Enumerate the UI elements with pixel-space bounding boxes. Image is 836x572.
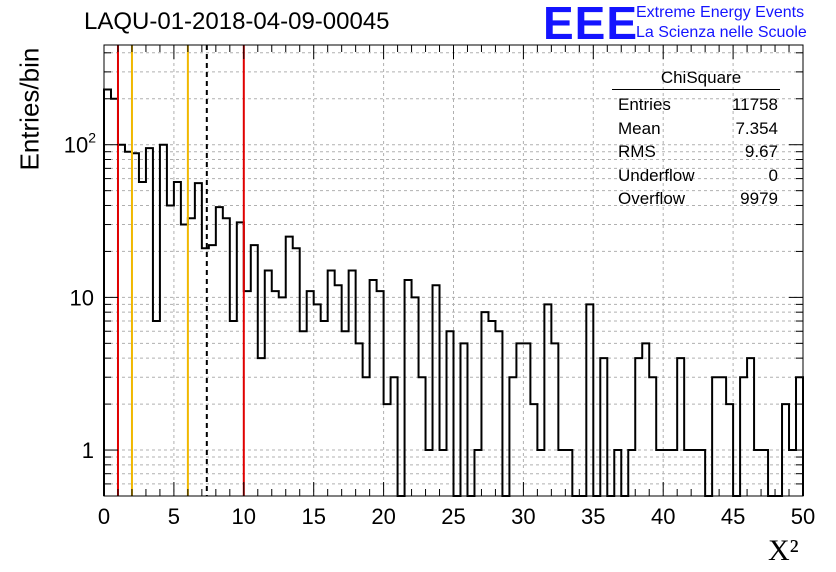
histogram-bin xyxy=(740,377,747,496)
x-tick-label: 50 xyxy=(791,504,815,529)
histogram-bin xyxy=(342,331,349,496)
histogram-bin xyxy=(146,148,153,496)
stats-label: Overflow xyxy=(618,189,686,208)
histogram-bin xyxy=(356,343,363,496)
histogram-bin xyxy=(516,343,523,496)
histogram-bin xyxy=(544,304,551,496)
y-tick-label: 1 xyxy=(82,438,94,463)
histogram-bin xyxy=(642,343,649,496)
grid xyxy=(104,45,803,497)
histogram-bin xyxy=(747,358,754,496)
stats-row-overflow: Overflow 9979 xyxy=(612,187,780,211)
histogram-bin xyxy=(523,343,530,496)
x-axis-label: X² xyxy=(768,534,799,567)
histogram-bin xyxy=(132,153,139,496)
histogram-bin xyxy=(104,89,111,496)
chart-title: LAQU-01-2018-04-09-00045 xyxy=(84,8,390,35)
axis-ticks xyxy=(103,45,804,497)
histogram-bin xyxy=(237,222,244,496)
histogram-bin xyxy=(230,321,237,496)
stats-value: 11758 xyxy=(731,95,778,114)
stats-value: 9979 xyxy=(740,189,778,208)
x-tick-label: 10 xyxy=(232,504,256,529)
histogram-bin xyxy=(279,297,286,496)
histogram-bin xyxy=(488,321,495,496)
stats-value: 9.67 xyxy=(744,142,778,161)
stats-row-rms: RMS 9.67 xyxy=(612,140,780,164)
histogram-bin xyxy=(677,358,684,496)
histogram-bin xyxy=(635,358,642,496)
histogram-bin xyxy=(551,343,558,496)
histogram-outline xyxy=(103,88,804,497)
y-tick-label: 10 xyxy=(70,285,94,310)
stats-label: Mean xyxy=(618,118,661,138)
logo-line-2: La Scienza nelle Scuole xyxy=(636,24,807,41)
stats-title: ChiSquare xyxy=(612,67,780,90)
histogram-bin xyxy=(363,377,370,496)
reference-lines xyxy=(116,45,245,496)
histogram-bin xyxy=(391,377,398,496)
histogram-bin xyxy=(293,248,300,496)
x-tick-label: 45 xyxy=(721,504,745,529)
histogram-bin xyxy=(195,183,202,496)
y-axis-label: Entries/bin xyxy=(14,47,45,171)
histogram-bin xyxy=(125,152,132,496)
histogram-bin xyxy=(447,331,454,496)
x-tick-label: 15 xyxy=(301,504,325,529)
histogram-bin xyxy=(216,207,223,496)
stats-value: 0 xyxy=(768,165,778,185)
stats-row-underflow: Underflow 0 xyxy=(612,164,780,188)
histogram-bin xyxy=(209,245,216,496)
x-tick-label: 40 xyxy=(651,504,675,529)
stats-value: 7.354 xyxy=(735,118,778,138)
logo-line-1: Extreme Energy Events xyxy=(636,4,805,21)
histogram-bin xyxy=(586,304,593,496)
stats-label: Entries xyxy=(618,95,671,114)
histogram-bars xyxy=(103,88,804,497)
histogram-bin xyxy=(419,377,426,496)
histogram-bin xyxy=(649,377,656,496)
stats-box: ChiSquare Entries 11758 Mean 7.354 RMS 9… xyxy=(612,67,780,211)
y-tick-label: 102 xyxy=(64,130,96,158)
x-tick-label: 25 xyxy=(441,504,465,529)
x-tick-label: 0 xyxy=(98,504,110,529)
histogram-bin xyxy=(509,377,516,496)
stats-label: Underflow xyxy=(618,165,695,185)
histogram-bin xyxy=(258,358,265,496)
histogram-bin xyxy=(712,377,719,496)
x-tick-label: 35 xyxy=(581,504,605,529)
histogram-bin xyxy=(188,218,195,496)
x-tick-label: 5 xyxy=(168,504,180,529)
histogram-bin xyxy=(796,377,803,496)
stats-row-entries: Entries 11758 xyxy=(612,93,780,117)
histogram-bin xyxy=(160,145,167,496)
histogram-bin xyxy=(495,331,502,496)
stats-label: RMS xyxy=(618,142,656,161)
x-tick-label: 20 xyxy=(371,504,395,529)
histogram-bin xyxy=(412,297,419,496)
histogram-bin xyxy=(153,321,160,496)
histogram-bin xyxy=(719,377,726,496)
histogram-bin xyxy=(223,218,230,496)
histogram-bin xyxy=(181,225,188,496)
histogram-bin xyxy=(251,245,258,496)
x-tick-label: 30 xyxy=(511,504,535,529)
histogram-bin xyxy=(174,182,181,496)
eee-logo: EEE xyxy=(543,0,639,49)
histogram-bin xyxy=(321,321,328,496)
histogram-bin xyxy=(118,145,125,496)
histogram-bin xyxy=(167,205,174,496)
histogram-bin xyxy=(314,304,321,496)
histogram-bin xyxy=(460,343,467,496)
histogram-bin xyxy=(139,182,146,496)
stats-row-mean: Mean 7.354 xyxy=(612,117,780,141)
y-tick-exponent: 2 xyxy=(88,130,96,146)
y-tick-base: 10 xyxy=(64,133,88,158)
histogram-bin xyxy=(600,358,607,496)
histogram-bin xyxy=(300,331,307,496)
